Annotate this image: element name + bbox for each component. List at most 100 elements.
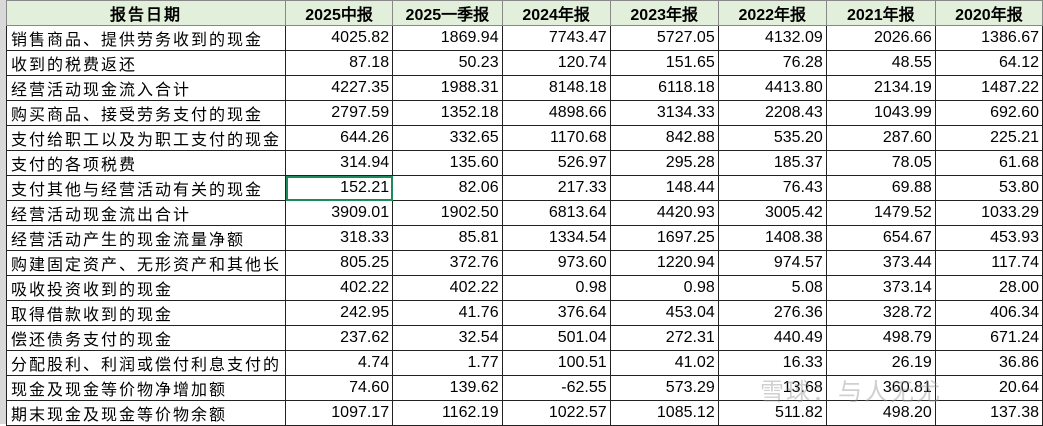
row-label-cell[interactable]: 支付的各项税费 [5, 150, 287, 176]
value-cell[interactable]: 328.72 [825, 300, 936, 326]
row-label-cell[interactable]: 经营活动现金流出合计 [5, 200, 287, 226]
value-cell[interactable]: 1479.52 [825, 200, 936, 226]
value-cell[interactable]: 6813.64 [501, 200, 611, 226]
value-cell[interactable]: 332.65 [392, 125, 503, 151]
value-cell[interactable]: 242.95 [285, 300, 394, 326]
value-cell[interactable]: 7743.47 [501, 25, 611, 51]
value-cell[interactable]: 511.82 [717, 400, 827, 426]
value-cell[interactable]: 406.34 [934, 300, 1043, 326]
value-cell[interactable]: 498.79 [825, 325, 936, 351]
value-cell[interactable]: 1902.50 [392, 200, 503, 226]
value-cell[interactable]: 69.88 [825, 175, 936, 201]
value-cell[interactable]: 973.60 [501, 250, 611, 276]
value-cell[interactable]: 237.62 [285, 325, 394, 351]
header-period[interactable]: 2022年报 [717, 0, 827, 26]
value-cell[interactable]: 1162.19 [392, 400, 503, 426]
value-cell[interactable]: 5727.05 [609, 25, 719, 51]
value-cell[interactable]: 654.67 [825, 225, 936, 251]
value-cell[interactable]: 974.57 [717, 250, 827, 276]
value-cell[interactable]: 4025.82 [285, 25, 394, 51]
value-cell[interactable]: 151.65 [609, 50, 719, 76]
value-cell[interactable]: 2134.19 [825, 75, 936, 101]
value-cell[interactable]: 117.74 [934, 250, 1043, 276]
value-cell[interactable]: 1043.99 [825, 100, 936, 126]
value-cell[interactable]: 2208.43 [717, 100, 827, 126]
row-label-cell[interactable]: 期末现金及现金等价物余额 [5, 400, 287, 426]
row-label-cell[interactable]: 现金及现金等价物净增加额 [5, 375, 287, 401]
value-cell[interactable]: 1085.12 [609, 400, 719, 426]
value-cell[interactable]: 20.64 [934, 375, 1043, 401]
value-cell[interactable]: 61.68 [934, 150, 1043, 176]
row-label-cell[interactable]: 取得借款收到的现金 [5, 300, 287, 326]
value-cell[interactable]: 453.93 [934, 225, 1043, 251]
value-cell[interactable]: 498.20 [825, 400, 936, 426]
value-cell[interactable]: 1988.31 [392, 75, 503, 101]
value-cell[interactable]: 1022.57 [501, 400, 611, 426]
value-cell[interactable]: 76.28 [717, 50, 827, 76]
value-cell[interactable]: 318.33 [285, 225, 394, 251]
value-cell[interactable]: 501.04 [501, 325, 611, 351]
value-cell[interactable]: 0.98 [609, 275, 719, 301]
value-cell[interactable]: 402.22 [285, 275, 394, 301]
value-cell[interactable]: 48.55 [825, 50, 936, 76]
value-cell[interactable]: 28.00 [934, 275, 1043, 301]
value-cell[interactable]: 74.60 [285, 375, 394, 401]
value-cell[interactable]: 402.22 [392, 275, 503, 301]
value-cell[interactable]: 50.23 [392, 50, 503, 76]
value-cell[interactable]: 535.20 [717, 125, 827, 151]
value-cell[interactable]: 53.80 [934, 175, 1043, 201]
value-cell[interactable]: 137.38 [934, 400, 1043, 426]
header-report-date[interactable]: 报告日期 [5, 0, 287, 26]
value-cell[interactable]: 1170.68 [501, 125, 611, 151]
row-label-cell[interactable]: 分配股利、利润或偿付利息支付的 [5, 350, 287, 376]
value-cell[interactable]: 671.24 [934, 325, 1043, 351]
value-cell[interactable]: 32.54 [392, 325, 503, 351]
value-cell[interactable]: 1220.94 [609, 250, 719, 276]
header-period[interactable]: 2025一季报 [392, 0, 503, 26]
value-cell[interactable]: 2797.59 [285, 100, 394, 126]
value-cell[interactable]: 16.33 [717, 350, 827, 376]
value-cell[interactable]: 225.21 [934, 125, 1043, 151]
value-cell[interactable]: 8148.18 [501, 75, 611, 101]
value-cell[interactable]: 1.77 [392, 350, 503, 376]
value-cell[interactable]: -62.55 [501, 375, 611, 401]
row-label-cell[interactable]: 销售商品、提供劳务收到的现金 [5, 25, 287, 51]
value-cell[interactable]: 440.49 [717, 325, 827, 351]
value-cell[interactable]: 100.51 [501, 350, 611, 376]
value-cell[interactable]: 373.14 [825, 275, 936, 301]
value-cell[interactable]: 76.43 [717, 175, 827, 201]
value-cell[interactable]: 272.31 [609, 325, 719, 351]
value-cell[interactable]: 6118.18 [609, 75, 719, 101]
value-cell[interactable]: 82.06 [392, 175, 503, 201]
value-cell[interactable]: 4227.35 [285, 75, 394, 101]
row-label-cell[interactable]: 收到的税费返还 [5, 50, 287, 76]
value-cell[interactable]: 3134.33 [609, 100, 719, 126]
value-cell[interactable]: 842.88 [609, 125, 719, 151]
value-cell[interactable]: 1408.38 [717, 225, 827, 251]
value-cell[interactable]: 376.64 [501, 300, 611, 326]
row-label-cell[interactable]: 吸收投资收到的现金 [5, 275, 287, 301]
header-period[interactable]: 2024年报 [501, 0, 611, 26]
value-cell[interactable]: 4132.09 [717, 25, 827, 51]
value-cell[interactable]: 217.33 [501, 175, 611, 201]
value-cell[interactable]: 1869.94 [392, 25, 503, 51]
value-cell[interactable]: 4898.66 [501, 100, 611, 126]
row-label-cell[interactable]: 购建固定资产、无形资产和其他长 [5, 250, 287, 276]
value-cell[interactable]: 26.19 [825, 350, 936, 376]
value-cell[interactable]: 135.60 [392, 150, 503, 176]
value-cell[interactable]: 120.74 [501, 50, 611, 76]
value-cell[interactable]: 78.05 [825, 150, 936, 176]
row-label-cell[interactable]: 购买商品、接受劳务支付的现金 [5, 100, 287, 126]
value-cell[interactable]: 314.94 [285, 150, 394, 176]
value-cell[interactable]: 4420.93 [609, 200, 719, 226]
value-cell[interactable]: 1352.18 [392, 100, 503, 126]
value-cell[interactable]: 85.81 [392, 225, 503, 251]
value-cell[interactable]: 0.98 [501, 275, 611, 301]
value-cell[interactable]: 64.12 [934, 50, 1043, 76]
value-cell[interactable]: 1334.54 [501, 225, 611, 251]
value-cell[interactable]: 185.37 [717, 150, 827, 176]
value-cell[interactable]: 1697.25 [609, 225, 719, 251]
value-cell[interactable]: 644.26 [285, 125, 394, 151]
value-cell[interactable]: 295.28 [609, 150, 719, 176]
value-cell[interactable]: 692.60 [934, 100, 1043, 126]
